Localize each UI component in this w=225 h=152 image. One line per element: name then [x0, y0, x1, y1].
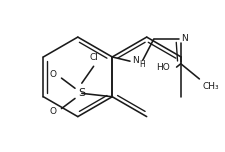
Text: O: O — [50, 70, 56, 79]
Text: N: N — [132, 56, 138, 65]
Text: HO: HO — [156, 63, 170, 72]
Text: S: S — [78, 88, 85, 98]
Text: H: H — [139, 60, 145, 69]
Text: Cl: Cl — [89, 53, 98, 62]
Text: O: O — [50, 107, 56, 116]
Text: N: N — [181, 34, 187, 43]
Text: CH₃: CH₃ — [203, 82, 219, 91]
